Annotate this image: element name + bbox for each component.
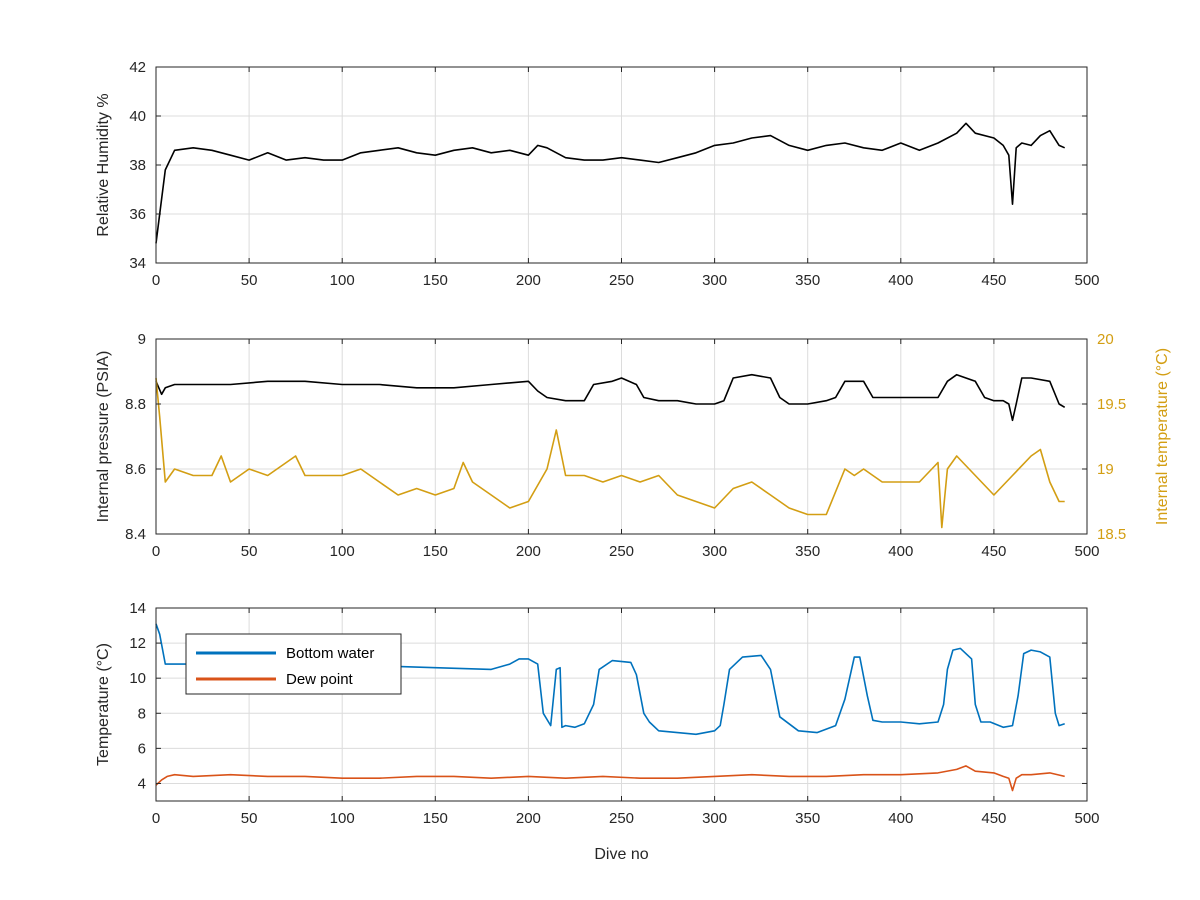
x-tick-label: 350 xyxy=(795,810,820,827)
y-tick-label: 6 xyxy=(138,740,146,757)
x-axis-label: Dive no xyxy=(594,846,648,863)
x-tick-label: 50 xyxy=(241,543,258,560)
x-tick-label: 450 xyxy=(981,272,1006,289)
humidity-panel: 0 50 100 150 200 250 300 350 400 450 500 34 36 38 40 42… xyxy=(95,59,1100,289)
x-tick-label: 450 xyxy=(981,543,1006,560)
x-tick-label: 0 xyxy=(152,810,160,827)
legend-box xyxy=(185,633,402,695)
y-axis-label: Temperature (°C) xyxy=(95,643,112,766)
x-tick-label: 200 xyxy=(516,272,541,289)
temperature-panel: 0 50 100 150 200 250 300 350 400 450 500 4 6 8 10 12 14 T… xyxy=(95,600,1100,863)
legend-label: Bottom water xyxy=(286,645,374,662)
x-tick-label: 150 xyxy=(423,543,448,560)
x-tick-label: 300 xyxy=(702,543,727,560)
series-0-line xyxy=(155,122,1066,244)
x-tick-label: 250 xyxy=(609,543,634,560)
x-tick-label: 100 xyxy=(330,543,355,560)
x-tick-label: 200 xyxy=(516,810,541,827)
y-axis-right-label: Internal temperature (°C) xyxy=(1154,348,1171,525)
bottom-water-line xyxy=(155,623,1065,736)
y-tick-label: 36 xyxy=(129,206,146,223)
y-axis-label: Relative Humidity % xyxy=(95,93,112,236)
y-tick-label: 34 xyxy=(129,255,146,272)
x-tick-label: 350 xyxy=(795,272,820,289)
y-tick-label: 8.8 xyxy=(125,396,146,413)
y-right-tick-label: 18.5 xyxy=(1097,526,1126,543)
y-tick-label: 10 xyxy=(129,670,146,687)
x-tick-label: 500 xyxy=(1074,543,1099,560)
y-axis-label: Internal pressure (PSIA) xyxy=(95,351,112,523)
x-tick-label: 300 xyxy=(702,810,727,827)
x-tick-label: 450 xyxy=(981,810,1006,827)
y-tick-label: 12 xyxy=(129,635,146,652)
x-tick-label: 250 xyxy=(609,810,634,827)
x-tick-label: 50 xyxy=(241,272,258,289)
x-tick-label: 500 xyxy=(1074,272,1099,289)
x-tick-label: 100 xyxy=(330,810,355,827)
pressure-temperature-panel: 0 50 100 150 200 250 300 350 400 450 500 8.4 8.6 8.8 9… xyxy=(95,331,1171,560)
y-tick-label: 8.4 xyxy=(125,526,146,543)
legend: Bottom water Dew point xyxy=(185,633,402,695)
y-tick-label: 4 xyxy=(138,775,146,792)
y-tick-label: 42 xyxy=(129,59,146,76)
y-tick-label: 9 xyxy=(138,331,146,348)
legend-label: Dew point xyxy=(286,671,354,688)
x-tick-label: 400 xyxy=(888,810,913,827)
y-tick-label: 38 xyxy=(129,157,146,174)
x-tick-label: 300 xyxy=(702,272,727,289)
y-right-tick-label: 19 xyxy=(1097,461,1114,478)
y-right-tick-label: 20 xyxy=(1097,331,1114,348)
x-tick-label: 500 xyxy=(1074,810,1099,827)
x-tick-label: 250 xyxy=(609,272,634,289)
y-tick-label: 14 xyxy=(129,600,146,617)
x-tick-label: 0 xyxy=(152,543,160,560)
x-tick-label: 400 xyxy=(888,272,913,289)
y-right-tick-label: 19.5 xyxy=(1097,396,1126,413)
x-tick-label: 0 xyxy=(152,272,160,289)
x-tick-label: 150 xyxy=(423,272,448,289)
x-tick-label: 350 xyxy=(795,543,820,560)
x-tick-label: 150 xyxy=(423,810,448,827)
dew-point-line xyxy=(155,765,1065,792)
series-1-line xyxy=(155,377,1065,529)
y-tick-label: 8.6 xyxy=(125,461,146,478)
x-tick-label: 100 xyxy=(330,272,355,289)
x-tick-label: 50 xyxy=(241,810,258,827)
y-tick-label: 40 xyxy=(129,108,146,125)
y-tick-label: 8 xyxy=(138,705,146,722)
x-tick-label: 200 xyxy=(516,543,541,560)
x-tick-label: 400 xyxy=(888,543,913,560)
series-0-line xyxy=(155,373,1066,422)
